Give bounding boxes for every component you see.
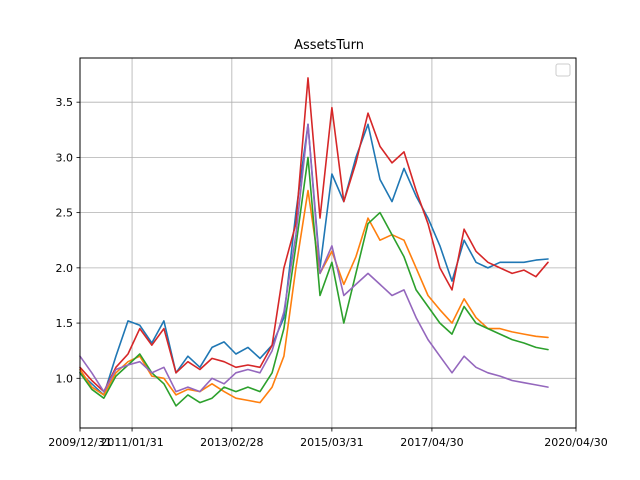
y-tick-label: 1.5 — [56, 317, 74, 330]
axis-ticks — [76, 101, 577, 432]
series-lines — [79, 77, 549, 407]
plot-frame — [79, 57, 577, 429]
y-tick-label: 1.0 — [56, 372, 74, 385]
y-tick-label: 3.0 — [56, 151, 74, 164]
y-axis-tick-labels: 1.0 1.5 2.0 2.5 3.0 3.5 — [56, 96, 74, 385]
y-tick-label: 2.0 — [56, 262, 74, 275]
series-line-4 — [79, 77, 549, 393]
x-tick-label: 2011/01/31 — [100, 436, 163, 449]
chart-title: AssetsTurn — [294, 38, 364, 53]
x-tick-label: 2020/04/30 — [544, 436, 607, 449]
series-line-1 — [79, 123, 549, 396]
x-tick-label: 2015/03/31 — [300, 436, 363, 449]
grid-lines — [79, 58, 577, 428]
series-line-3 — [79, 156, 549, 407]
y-tick-label: 3.5 — [56, 96, 74, 109]
y-tick-label: 2.5 — [56, 207, 74, 220]
x-tick-label: 2013/02/28 — [200, 436, 263, 449]
legend-box — [555, 63, 571, 77]
x-tick-label: 2009/12/31 — [48, 436, 111, 449]
x-tick-label: 2017/04/30 — [400, 436, 463, 449]
series-line-5 — [79, 123, 549, 393]
